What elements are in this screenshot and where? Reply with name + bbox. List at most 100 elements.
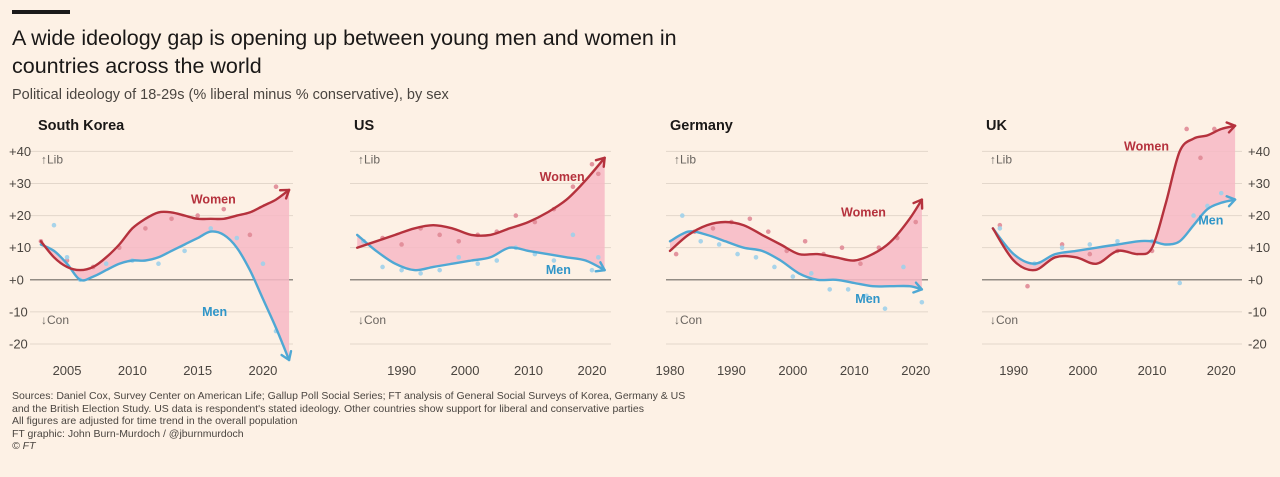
women-series-label: Women [841, 205, 886, 219]
x-tick-label: 2015 [183, 363, 212, 378]
women-data-point [1087, 251, 1093, 257]
y-tick-label: +40 [9, 144, 31, 159]
gap-area [670, 199, 922, 290]
men-data-point [845, 287, 851, 292]
x-tick-label: 2020 [901, 363, 930, 378]
y-tick-label: -20 [1248, 336, 1267, 351]
women-data-point [596, 171, 601, 177]
men-data-point [698, 238, 704, 244]
y-tick-label: +30 [1248, 176, 1270, 191]
women-data-point [570, 184, 576, 190]
men-data-point [864, 293, 869, 299]
panel-3: UK +40 +30 +20 +10 +0 -10 -20 ↑Lib ↓Con 1990 2000 20… [982, 118, 1270, 378]
women-arrow-icon [278, 188, 291, 200]
x-tick-label: 2005 [53, 363, 82, 378]
men-arrow-icon [1225, 195, 1237, 208]
women-trend-line [356, 156, 606, 249]
lib-label: ↑Lib [674, 152, 696, 166]
women-data-point [673, 251, 679, 257]
x-tick-label: 2020 [248, 363, 277, 378]
men-arrow-icon [594, 261, 606, 273]
y-tick-label: +20 [1248, 208, 1270, 223]
men-data-point [1218, 190, 1224, 196]
men-data-point [156, 261, 161, 267]
x-tick-label: 1990 [717, 363, 746, 378]
men-data-point [456, 255, 462, 260]
men-data-point [919, 299, 925, 305]
men-data-point [716, 242, 722, 247]
men-data-point [790, 274, 796, 279]
men-data-point [570, 232, 576, 238]
women-data-point [273, 184, 279, 190]
panel-title: US [354, 118, 374, 134]
x-tick-label: 2000 [1068, 363, 1097, 378]
con-label: ↓Con [358, 313, 386, 327]
women-data-point [839, 245, 845, 250]
women-data-point [858, 261, 863, 267]
women-data-point [913, 219, 919, 225]
con-label: ↓Con [990, 313, 1018, 327]
women-data-point [747, 216, 753, 222]
men-trend-line [668, 230, 924, 291]
y-tick-label: +30 [9, 176, 31, 191]
y-tick-label: -10 [9, 304, 28, 319]
women-data-point [456, 238, 462, 244]
women-series-label: Women [1124, 140, 1169, 154]
men-series-label: Men [546, 263, 571, 277]
women-trend-line [991, 124, 1237, 272]
women-series-label: Women [191, 193, 236, 207]
brand-bar [12, 10, 70, 14]
women-data-point [169, 216, 174, 222]
men-data-point [596, 255, 601, 260]
small-multiples-charts: South Korea +40 +30 +20 +10 +0 -10 -20 ↑Lib ↓Con 2… [9, 118, 1270, 378]
men-data-point [882, 306, 888, 311]
x-tick-label: 1990 [999, 363, 1028, 378]
men-data-point [735, 251, 740, 257]
women-data-point [437, 232, 442, 238]
women-data-point [247, 232, 253, 238]
men-data-point [997, 226, 1003, 231]
x-tick-label: 2020 [1207, 363, 1236, 378]
women-series-label: Women [540, 170, 585, 184]
women-data-point [710, 226, 716, 231]
men-data-point [260, 261, 266, 267]
men-data-point [475, 261, 481, 267]
men-data-point [399, 267, 404, 273]
panel-title: South Korea [38, 118, 125, 134]
y-tick-label: +10 [9, 240, 31, 255]
x-tick-label: 2000 [778, 363, 807, 378]
men-data-point [1115, 238, 1120, 244]
x-tick-label: 2020 [578, 363, 607, 378]
men-series-label: Men [855, 292, 880, 306]
gap-area [357, 157, 605, 271]
men-data-point [1059, 245, 1065, 250]
sources-note: Sources: Daniel Cox, Survey Center on Am… [12, 390, 686, 402]
con-label: ↓Con [41, 313, 69, 327]
women-arrow-icon [594, 156, 606, 168]
women-trend-line [668, 198, 924, 262]
women-data-point [802, 238, 808, 244]
men-data-point [901, 264, 906, 270]
panel-title: UK [986, 118, 1007, 134]
women-data-point [997, 222, 1003, 228]
lib-label: ↑Lib [358, 152, 380, 166]
men-data-point [772, 264, 777, 270]
panel-0: South Korea +40 +30 +20 +10 +0 -10 -20 ↑Lib ↓Con 2… [9, 118, 293, 378]
men-data-point [182, 248, 187, 254]
lib-label: ↑Lib [41, 152, 63, 166]
x-tick-label: 2000 [451, 363, 480, 378]
women-data-point [221, 206, 227, 212]
sources-note-2: and the British Election Study. US data … [12, 402, 644, 415]
women-arrow-icon [912, 198, 924, 210]
women-data-point [195, 213, 200, 218]
women-data-point [399, 242, 404, 247]
gap-area [40, 189, 290, 360]
women-trend-line [39, 188, 291, 272]
men-data-point [103, 261, 109, 267]
y-tick-label: -10 [1248, 304, 1267, 319]
y-tick-label: +10 [1248, 240, 1270, 255]
men-trend-line [39, 230, 291, 362]
men-arrow-icon [280, 350, 293, 362]
footer: Sources: Daniel Cox, Survey Center on Am… [12, 390, 685, 453]
men-data-point [808, 271, 814, 276]
